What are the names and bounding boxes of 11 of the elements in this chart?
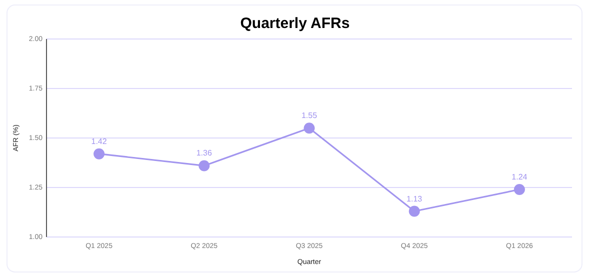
point [514, 184, 525, 195]
chart-title: Quarterly AFRs [240, 15, 350, 32]
point [304, 122, 315, 134]
data-label: 1.55 [301, 111, 318, 120]
data-label: 1.36 [196, 148, 212, 158]
point [198, 160, 210, 172]
point [94, 148, 105, 160]
data-label: 1.13 [406, 194, 423, 204]
data-label: 1.42 [91, 136, 108, 146]
data-label: 1.24 [512, 172, 528, 182]
point [408, 206, 420, 217]
